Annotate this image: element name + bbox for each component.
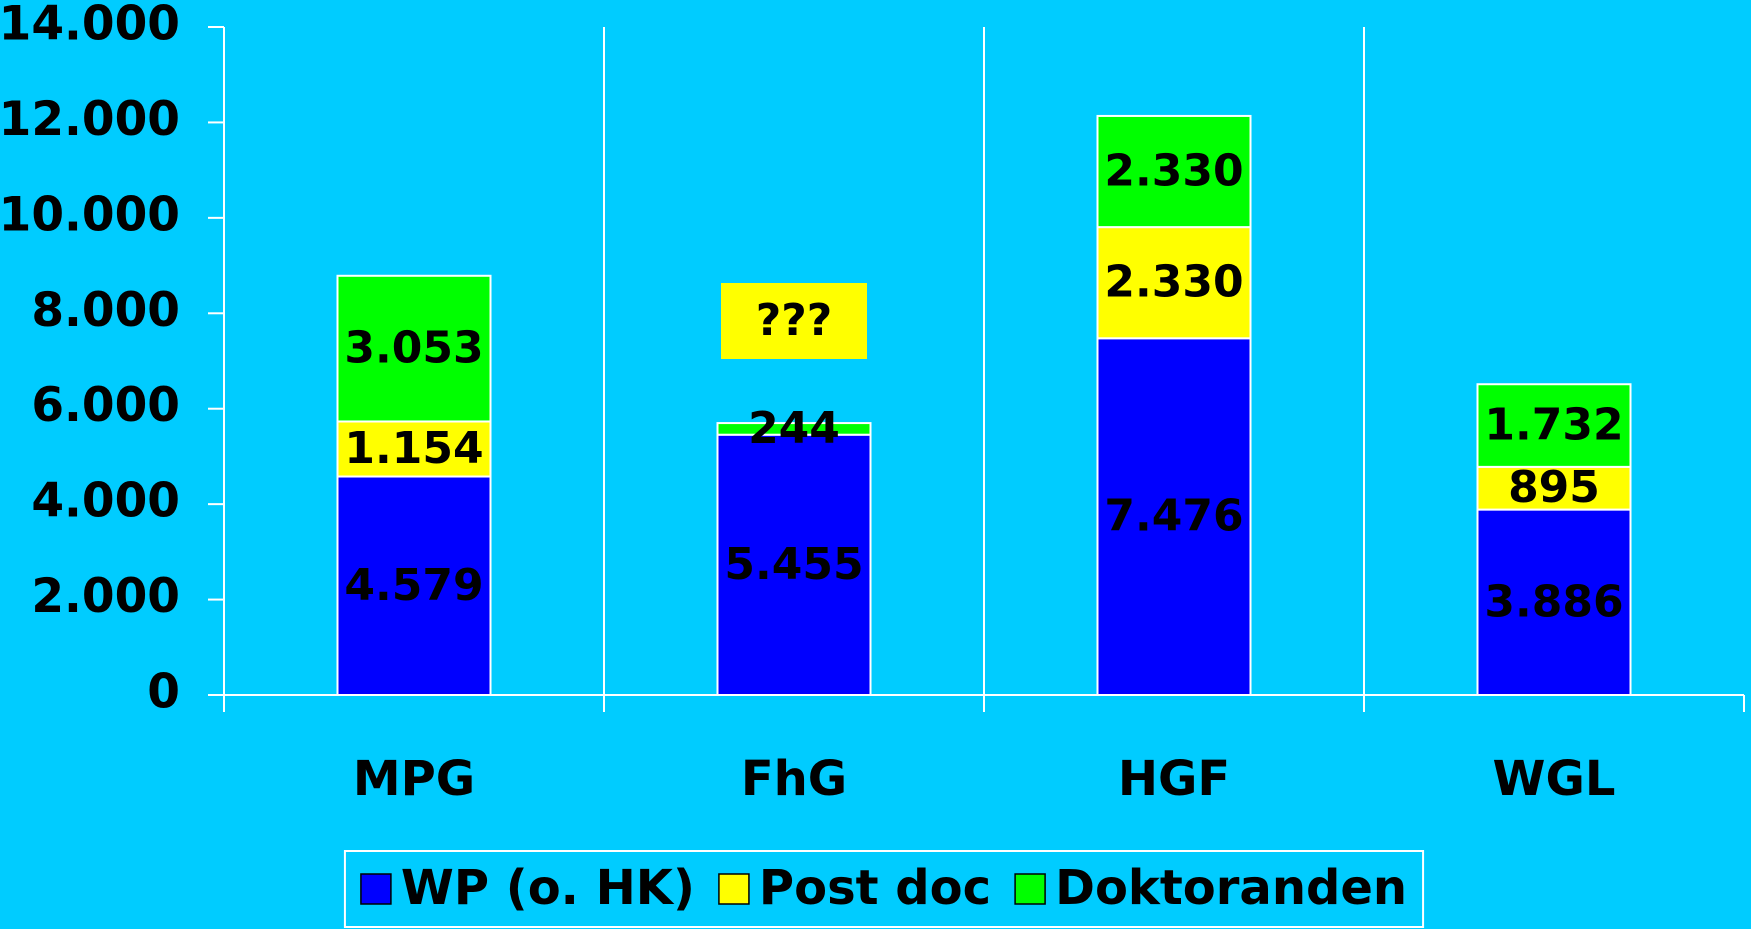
x-tick-label: MPG <box>353 751 475 807</box>
bar-segment <box>1096 114 1252 229</box>
y-tick-label: 14.000 <box>0 0 180 52</box>
data-label: 2.330 <box>1104 257 1243 308</box>
bar-segment <box>336 274 492 423</box>
x-tick-label: HGF <box>1118 751 1230 807</box>
x-tick-label: FhG <box>741 751 847 807</box>
data-label: 2.330 <box>1104 146 1243 197</box>
legend: WP (o. HK) Post doc Doktoranden <box>343 850 1425 928</box>
y-tick-label: 0 <box>147 665 180 720</box>
data-label: 244 <box>748 403 840 454</box>
y-tick-label: 2.000 <box>31 569 180 624</box>
y-tick-label: 8.000 <box>31 283 180 338</box>
y-tick-label: 6.000 <box>31 378 180 433</box>
legend-label: WP (o. HK) <box>401 860 695 916</box>
legend-swatch <box>360 873 392 905</box>
data-label: 4.579 <box>344 560 483 611</box>
data-label: 5.455 <box>724 539 863 590</box>
annotation: ??? <box>756 295 833 346</box>
legend-swatch <box>1014 873 1046 905</box>
bar-segment <box>1096 337 1252 696</box>
data-label: 3.053 <box>344 323 483 374</box>
legend-label: Doktoranden <box>1055 860 1407 916</box>
legend-swatch <box>718 873 750 905</box>
data-label: 895 <box>1508 462 1600 513</box>
legend-label: Post doc <box>759 860 991 916</box>
y-tick-label: 10.000 <box>0 187 180 242</box>
data-label: 1.732 <box>1484 400 1623 451</box>
bar-segment <box>336 475 492 697</box>
data-label: 1.154 <box>344 423 483 474</box>
bar-segment <box>336 420 492 478</box>
data-label: 3.886 <box>1484 576 1623 627</box>
y-tick-label: 12.000 <box>0 92 180 147</box>
annotation-box <box>721 283 867 359</box>
bar-segment <box>716 422 872 436</box>
bar-segment <box>1096 226 1252 340</box>
legend-box <box>343 850 1425 928</box>
data-label: 7.476 <box>1104 491 1243 542</box>
x-tick-label: WGL <box>1493 751 1616 807</box>
bar-segment <box>1476 508 1632 696</box>
bar-segment <box>1476 383 1632 468</box>
y-tick-label: 4.000 <box>31 474 180 529</box>
